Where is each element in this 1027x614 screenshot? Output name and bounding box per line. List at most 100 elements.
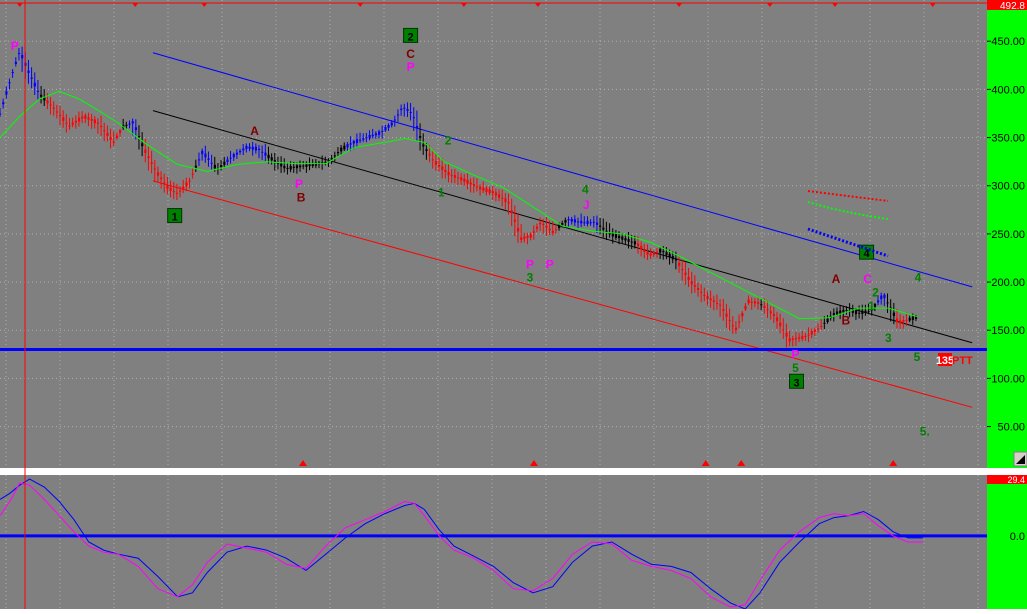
price-bar-body: [400, 108, 403, 111]
last-price-label: 135: [936, 355, 954, 367]
price-bar-body: [573, 219, 577, 223]
y-tick-label: 250.00: [991, 229, 1025, 241]
price-bar-body: [103, 130, 106, 132]
price-bar-body: [605, 230, 608, 232]
scroll-arrow-icon: [1016, 455, 1025, 464]
wave-label: A: [250, 124, 259, 138]
price-bar-body: [873, 303, 877, 308]
price-bar-body: [835, 311, 839, 315]
price-bar-body: [59, 115, 62, 117]
price-bar-body: [100, 126, 103, 128]
price-bar-body: [513, 219, 517, 222]
price-bar-body: [412, 117, 415, 119]
osc-top-label-box: [987, 475, 1027, 484]
price-bar-body: [188, 180, 191, 182]
price-bar-body: [580, 220, 583, 224]
price-bar-body: [346, 144, 349, 148]
price-bar-body: [586, 220, 589, 224]
price-bar-body: [475, 186, 479, 188]
price-y-ticks: 450.00 400.00 350.00 300.00 250.00 200.00 150.…: [987, 36, 1025, 434]
price-bar-body: [125, 124, 128, 126]
price-bar-body: [757, 302, 760, 304]
price-bar-body: [384, 127, 387, 131]
price-bar-body: [804, 335, 807, 337]
price-bar-body: [68, 125, 71, 127]
price-bar-body: [469, 182, 472, 185]
wave-label: B: [842, 314, 851, 328]
price-bar-body: [545, 225, 548, 228]
price-bar-body: [854, 310, 858, 315]
price-bar-body: [845, 309, 848, 311]
price-bar-body: [826, 318, 829, 323]
price-bar-body: [434, 161, 438, 165]
price-bar-body: [520, 237, 523, 240]
price-bar-body: [93, 119, 96, 124]
price-bar-body: [753, 301, 757, 304]
price-bar-body: [84, 115, 87, 119]
bottom-marker: [889, 460, 898, 466]
osc-top-label: 29.4: [1007, 475, 1025, 485]
price-bar-body: [715, 303, 719, 305]
price-bar-body: [131, 121, 134, 124]
oscillator-y-ticks: 0.0: [1010, 531, 1025, 543]
price-bar-body: [210, 162, 213, 164]
price-bar-body: [564, 220, 567, 223]
price-bar-body: [444, 169, 447, 173]
price-bar-body: [690, 281, 693, 285]
price-bar-body: [618, 235, 621, 239]
price-bar-body: [738, 321, 741, 323]
price-bar-body: [662, 251, 665, 253]
price-bar-body: [438, 164, 441, 167]
oscillator-lines: [0, 478, 923, 610]
price-bar-body: [378, 131, 381, 135]
price-bar-body: [608, 232, 611, 235]
price-bar-body: [273, 160, 276, 162]
price-bar-body: [30, 77, 33, 79]
price-bar-body: [640, 245, 643, 250]
y-tick-label: 50.00: [997, 422, 1025, 434]
price-bar-body: [864, 310, 867, 313]
price-bar-body: [633, 241, 637, 245]
triangle-markers: [0, 2, 987, 466]
price-bar-body: [488, 189, 491, 194]
price-bar-body: [798, 337, 801, 339]
price-bar-body: [43, 97, 46, 101]
price-bar-body: [65, 122, 68, 124]
wave-label: 5.: [920, 424, 930, 438]
price-bar-body: [270, 157, 273, 161]
price-bar-body: [551, 230, 554, 234]
price-bar-body: [257, 148, 261, 151]
price-bar-body: [602, 227, 605, 230]
price-bar-body: [728, 320, 731, 322]
bottom-marker: [737, 460, 746, 466]
price-bar-body: [355, 139, 359, 144]
axis-top-label: 492.8: [1000, 1, 1025, 12]
price-bar-body: [817, 328, 820, 330]
wave-label: C: [863, 272, 872, 286]
price-panel: 450.00400.00350.00300.00250.00200.00150.…: [0, 0, 1027, 468]
price-bar-body: [914, 315, 918, 319]
top-marker: [357, 3, 364, 7]
wave-label: 5: [792, 361, 799, 375]
price-bar-body: [877, 300, 880, 303]
price-bar-body: [561, 222, 564, 225]
price-bar-body: [77, 117, 81, 122]
price-bar-body: [621, 236, 624, 240]
price-bar-body: [839, 310, 842, 314]
price-bar-body: [498, 194, 501, 198]
price-bar-body: [646, 251, 649, 255]
price-bar-body: [137, 136, 141, 138]
price-bar-body: [115, 135, 119, 139]
bottom-marker: [529, 460, 538, 466]
price-bar-body: [182, 186, 185, 189]
price-bar-body: [415, 125, 419, 129]
y-tick-label: 200.00: [991, 277, 1025, 289]
price-bar-body: [36, 90, 40, 92]
price-bar-body: [665, 252, 668, 256]
wave-label: P: [407, 60, 415, 74]
wave-label: 3: [885, 331, 892, 345]
channel-lower: [152, 180, 973, 408]
wave-label: 1: [438, 185, 445, 199]
price-bar-body: [782, 329, 785, 331]
scroll-button[interactable]: [1013, 451, 1027, 467]
